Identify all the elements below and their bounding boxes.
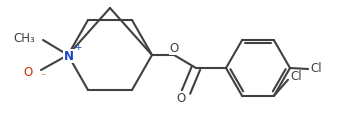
Text: O: O (176, 92, 186, 106)
Text: O: O (169, 42, 178, 54)
Text: Cl: Cl (290, 70, 302, 83)
Text: ⁻: ⁻ (40, 72, 45, 82)
Text: Cl: Cl (310, 63, 322, 76)
Text: O: O (24, 67, 33, 79)
Text: CH₃: CH₃ (13, 31, 35, 45)
Text: N: N (64, 49, 74, 63)
Text: +: + (74, 42, 82, 52)
